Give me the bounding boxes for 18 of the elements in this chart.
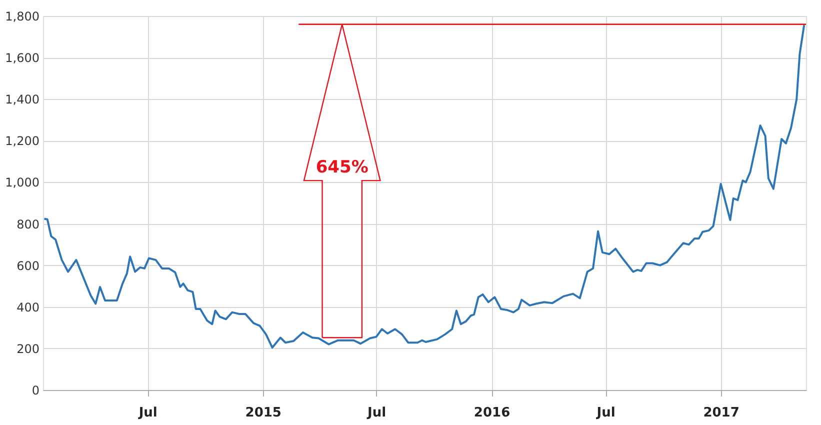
y-tick-label: 1,200 xyxy=(5,134,40,148)
y-tick-label: 600 xyxy=(16,258,40,273)
y-tick-label: 1,600 xyxy=(5,51,40,66)
y-tick-label: 200 xyxy=(16,342,40,356)
x-tick-label: Jul xyxy=(366,406,386,420)
x-tick-label: 2016 xyxy=(474,406,510,420)
x-tick-label: 2017 xyxy=(703,406,740,420)
line-series xyxy=(43,24,806,349)
x-tick-label: 2015 xyxy=(245,406,282,420)
y-tick-label: 800 xyxy=(16,217,40,232)
y-tick-label: 1,400 xyxy=(5,92,40,107)
annotation: 645% xyxy=(316,158,368,178)
y-tick-label: 400 xyxy=(16,300,40,314)
y-tick-label: 0 xyxy=(32,384,40,398)
y-tick-label: 1,000 xyxy=(5,176,40,190)
x-tick-label: Jul xyxy=(138,406,158,420)
x-tick-label: Jul xyxy=(596,406,616,420)
y-tick-label: 1,800 xyxy=(5,10,40,24)
